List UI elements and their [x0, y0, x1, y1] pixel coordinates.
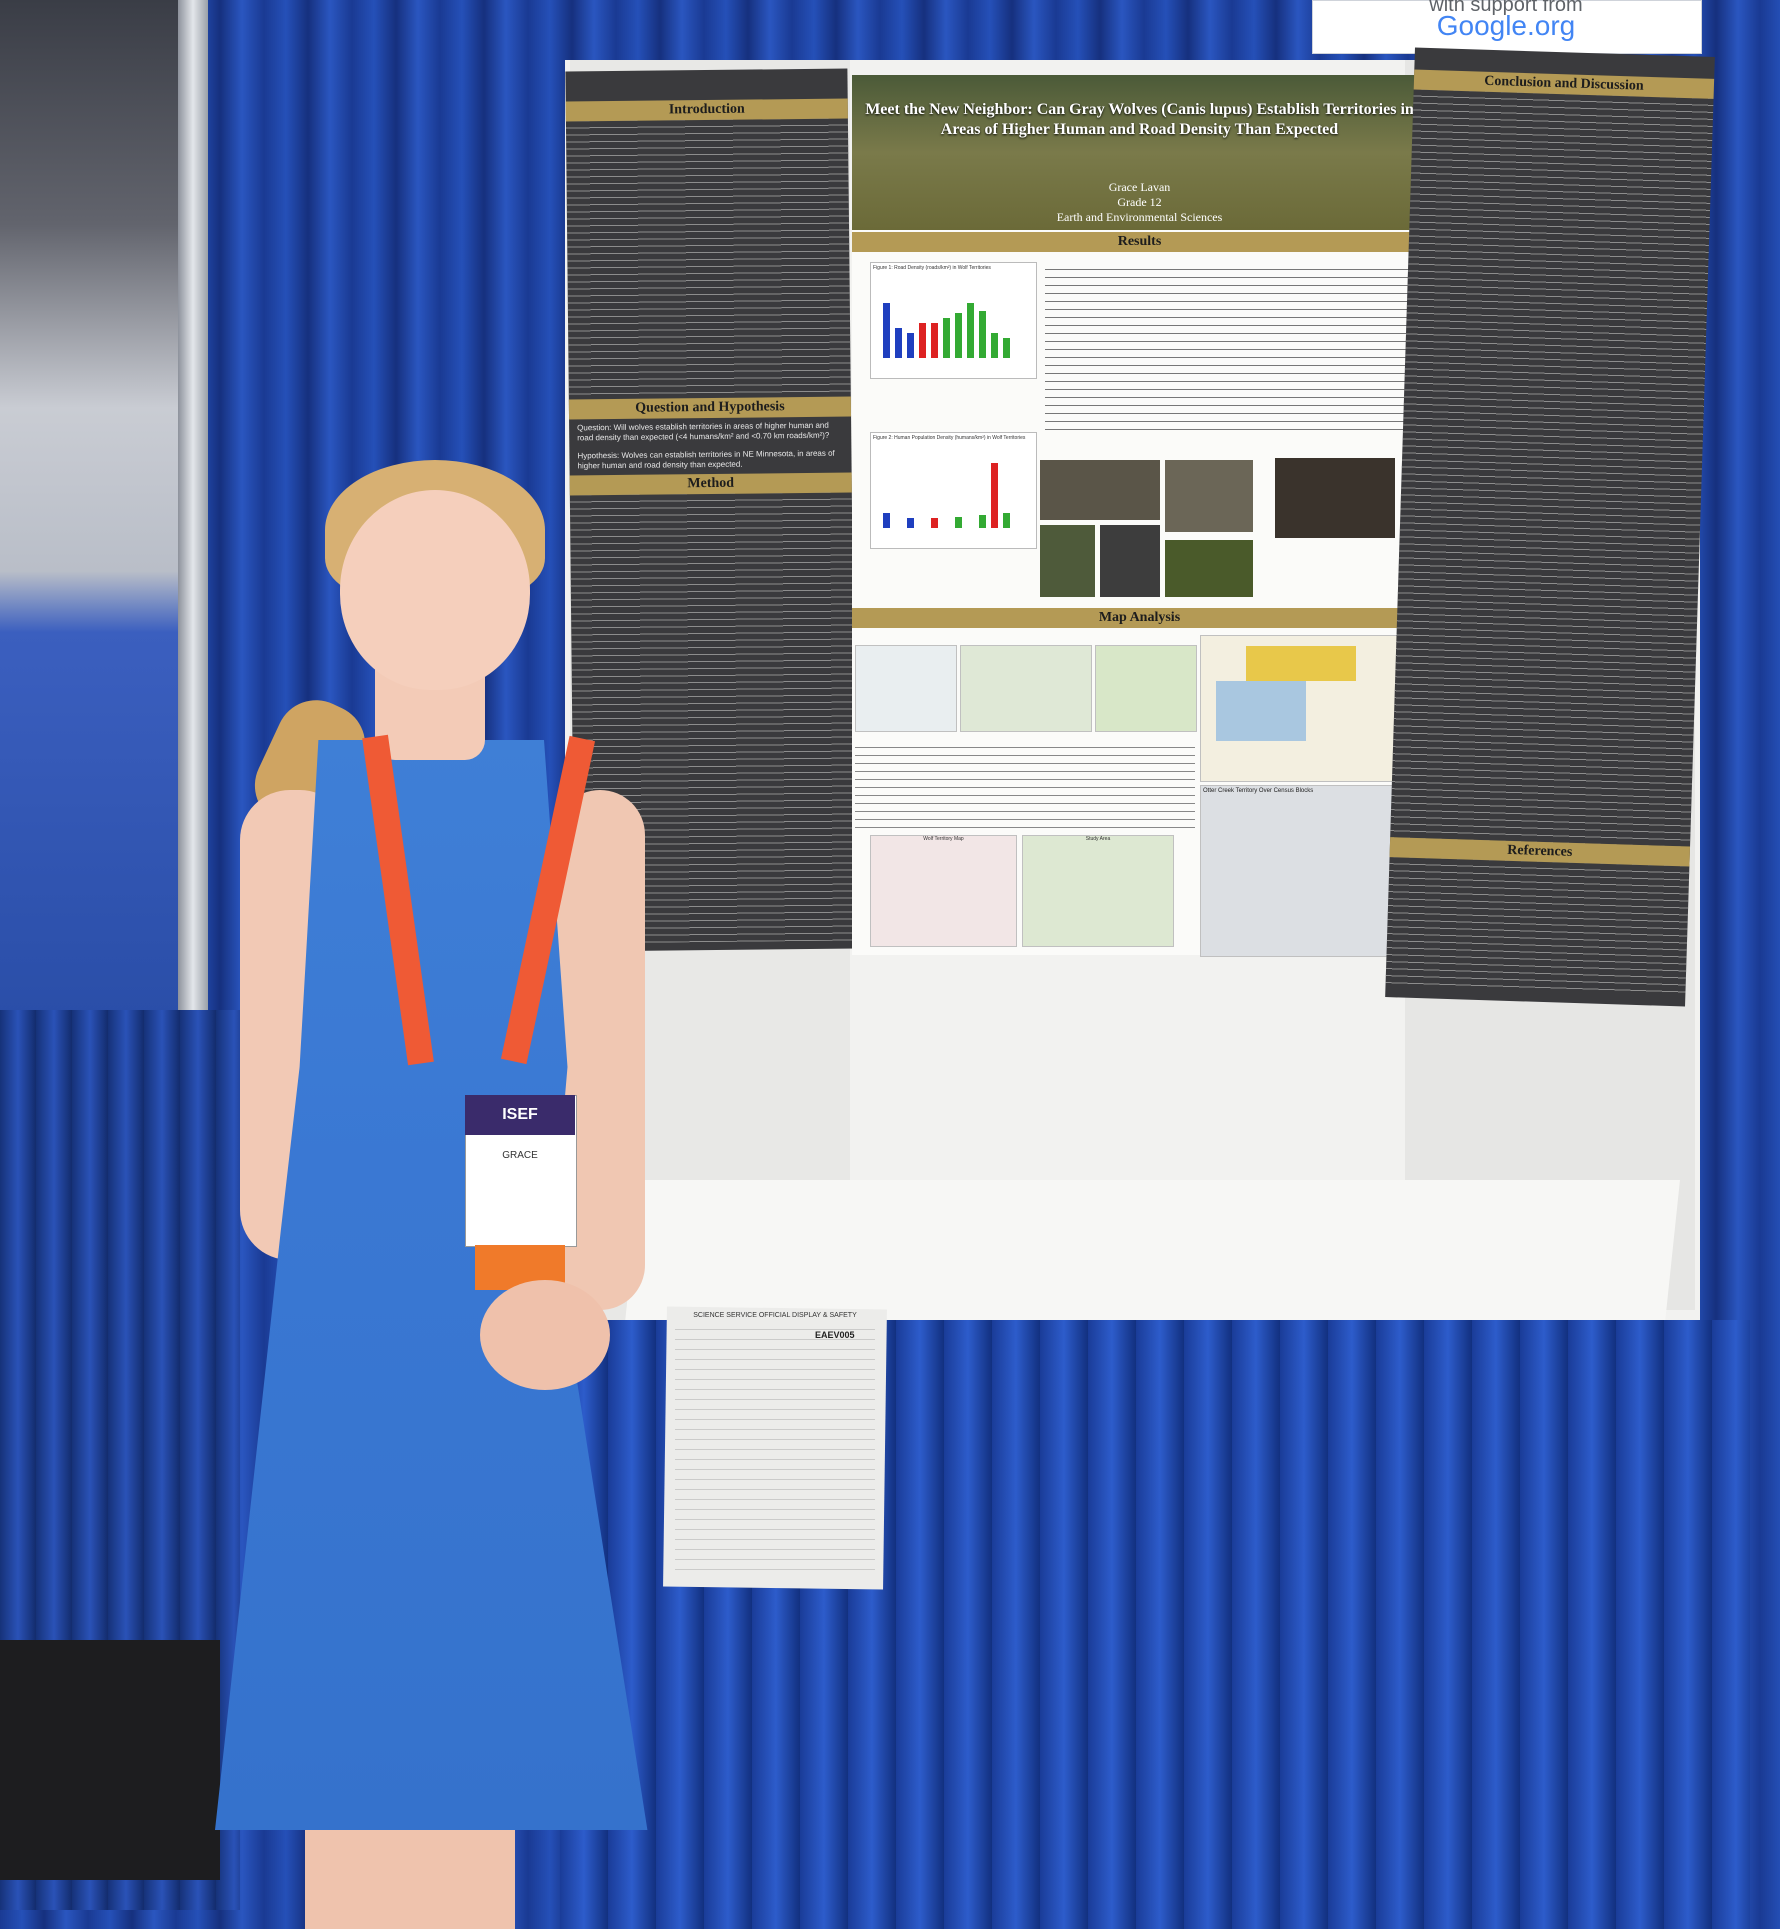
map-captions: [855, 740, 1195, 835]
map-thumbnail: [1095, 645, 1197, 732]
person-face: [340, 490, 530, 690]
figure-human-density-chart: Figure 2: Human Population Density (huma…: [870, 432, 1037, 549]
results-bullets: [1045, 262, 1415, 437]
bar: [955, 313, 962, 358]
person-legs: [305, 1820, 515, 1929]
bar: [907, 518, 914, 528]
chair: [0, 1640, 220, 1880]
booth-pole: [178, 0, 208, 1040]
sponsor-logo: Google.org: [1436, 10, 1576, 41]
figure2-title: Figure 2: Human Population Density (huma…: [873, 435, 1026, 441]
poster-author-block: Grace Lavan Grade 12 Earth and Environme…: [862, 180, 1417, 225]
map-thumbnail: [855, 645, 957, 732]
map-analysis-heading: Map Analysis: [852, 608, 1427, 628]
convention-hall-background: [0, 0, 200, 1020]
safety-form-header: SCIENCE SERVICE OFFICIAL DISPLAY & SAFET…: [693, 1312, 857, 1319]
poster-title: Meet the New Neighbor: Can Gray Wolves (…: [865, 101, 1414, 138]
results-heading: Results: [852, 232, 1427, 252]
bar: [967, 303, 974, 358]
range-zone: [1216, 681, 1306, 741]
wolf-photo: [1040, 460, 1160, 520]
figure-road-density-chart: Figure 1: Road Density (roads/km²) in Wo…: [870, 262, 1037, 379]
person-hands: [480, 1280, 610, 1390]
wolf-territory-map-title: Wolf Territory Map: [923, 836, 964, 842]
bar: [895, 328, 902, 358]
hypothesis-text: Hypothesis: Wolves can establish territo…: [577, 448, 835, 471]
wolf-pups-photo: [1275, 458, 1395, 538]
study-area-map: Study Area: [1022, 835, 1174, 947]
census-blocks-map: Otter Creek Territory Over Census Blocks: [1200, 785, 1407, 957]
figure1-bars: [883, 303, 1010, 358]
wolf-photo: [1165, 460, 1253, 532]
bar: [907, 333, 914, 358]
map-thumbnail: [960, 645, 1092, 732]
figure1-title: Figure 1: Road Density (roads/km²) in Wo…: [873, 265, 991, 271]
bar: [883, 303, 890, 358]
bar: [931, 323, 938, 358]
safety-form-id: EAEV005: [815, 1330, 855, 1340]
poster-category: Earth and Environmental Sciences: [1056, 210, 1223, 224]
census-blocks-map-title: Otter Creek Territory Over Census Blocks: [1203, 788, 1314, 794]
safety-form-lines: [675, 1320, 875, 1570]
bar: [991, 333, 998, 358]
bar: [979, 311, 986, 358]
bar: [955, 517, 962, 528]
bar: [931, 518, 938, 528]
poster-author: Grace Lavan: [1108, 180, 1171, 194]
range-zone: [1246, 646, 1356, 681]
introduction-text: [565, 118, 851, 400]
poster-title-photo: [852, 75, 1427, 230]
badge-name: GRACE: [502, 1150, 538, 1161]
field-photo: [1165, 540, 1253, 597]
study-area-map-title: Study Area: [1085, 836, 1111, 842]
minnesota-wolf-range-map: [1200, 635, 1407, 782]
bar: [1003, 513, 1010, 528]
poster-grade: Grade 12: [1117, 195, 1162, 209]
wolf-territory-map: Wolf Territory Map: [870, 835, 1017, 947]
poster-right-panel: Conclusion and Discussion References: [1385, 47, 1715, 1007]
bar: [883, 513, 890, 528]
conclusion-text: [1390, 89, 1714, 847]
sponsor-sign-line: with support from: [1429, 0, 1583, 16]
bar: [991, 463, 998, 528]
bar: [979, 515, 986, 528]
badge-event-logo: ISEF: [465, 1095, 575, 1135]
question-text: Question: Will wolves establish territor…: [577, 420, 830, 443]
field-photo: [1100, 525, 1160, 597]
figure2-bars: [883, 463, 1010, 528]
bar: [943, 318, 950, 358]
bar: [1003, 338, 1010, 358]
field-photo: [1040, 525, 1095, 597]
bar: [919, 323, 926, 358]
references-text: [1385, 857, 1690, 995]
